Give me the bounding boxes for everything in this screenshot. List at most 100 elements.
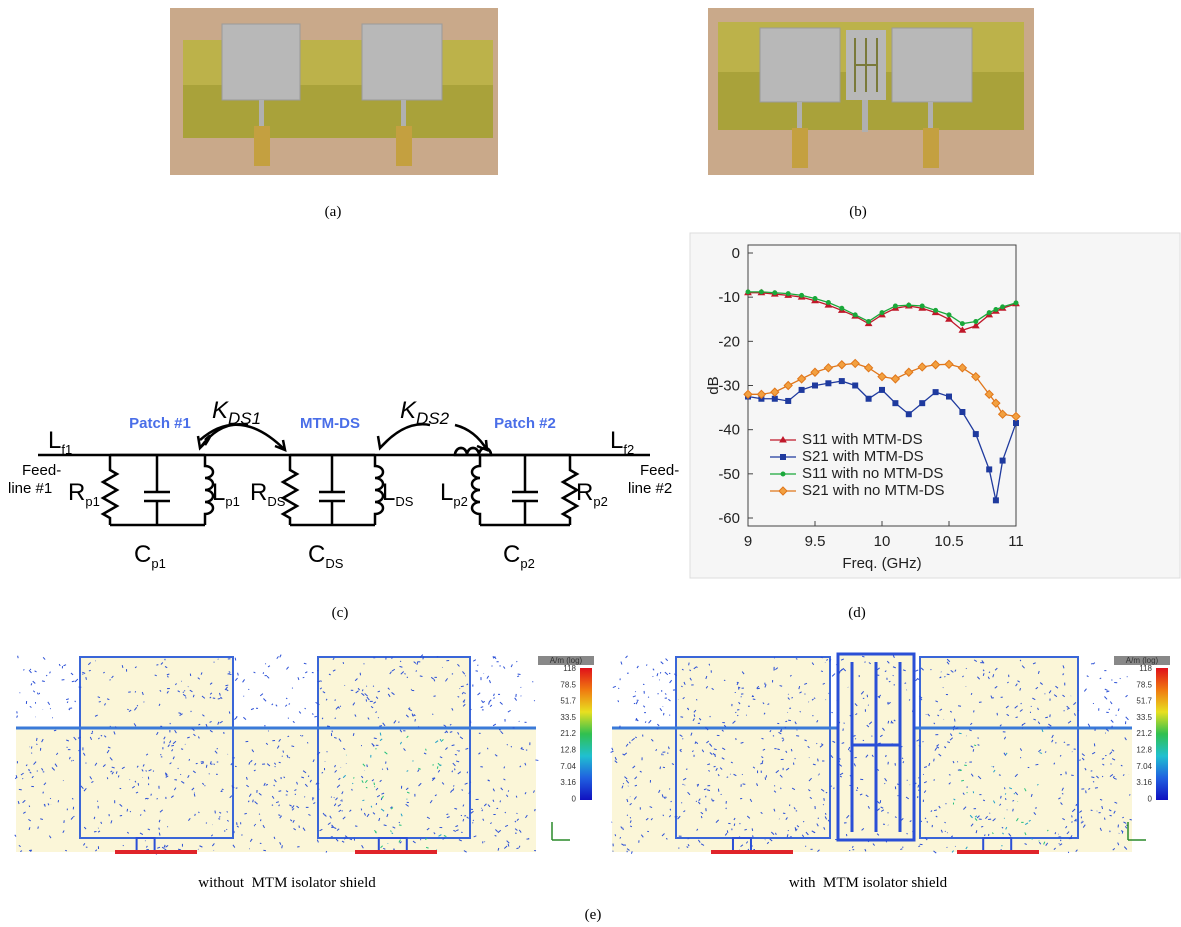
field-vector — [97, 737, 100, 740]
field-vector — [892, 654, 895, 659]
field-vector — [885, 754, 887, 758]
field-vector — [148, 769, 152, 772]
field-vector — [507, 709, 511, 713]
symbol: C — [134, 541, 151, 568]
field-vector — [992, 818, 996, 822]
field-vector — [1053, 762, 1056, 765]
field-vector — [717, 773, 720, 777]
field-vector — [31, 775, 34, 779]
field-vector — [612, 685, 617, 689]
field-vector — [614, 834, 617, 837]
marker — [879, 386, 885, 393]
field-vector — [189, 689, 193, 693]
field-vector — [37, 826, 39, 829]
field-vector — [362, 763, 366, 767]
field-vector — [706, 789, 711, 792]
colorbar-label: 118 — [563, 664, 576, 673]
port — [115, 850, 197, 854]
field-vector — [1077, 709, 1080, 712]
field-vector — [98, 701, 101, 703]
field-vector — [30, 683, 33, 686]
y-tick-label: -10 — [718, 289, 740, 306]
field-vector — [770, 831, 775, 835]
field-vector — [504, 811, 507, 814]
field-vector — [278, 738, 281, 742]
field-vector — [352, 702, 356, 706]
field-vector — [36, 692, 39, 695]
colorbar-label: 7.04 — [560, 762, 576, 771]
field-vector — [762, 748, 766, 751]
field-vector — [1109, 774, 1114, 778]
field-vector — [1123, 846, 1128, 850]
field-vector — [886, 701, 889, 704]
field-vector — [445, 678, 448, 682]
field-vector — [486, 747, 489, 750]
field-vector — [682, 777, 687, 781]
marker — [986, 310, 992, 316]
field-vector — [726, 830, 729, 834]
field-vector — [625, 743, 629, 747]
field-vector — [992, 674, 995, 678]
field-vector — [876, 768, 880, 771]
legend-label: S11 with no MTM-DS — [802, 465, 943, 482]
field-vector — [621, 785, 624, 789]
field-vector — [328, 673, 331, 676]
field-vector — [880, 806, 884, 809]
component-label: Lf2 — [610, 427, 634, 457]
colorbar-label: 0 — [1148, 794, 1153, 803]
field-vector — [1039, 682, 1043, 685]
group-label: Patch #2 — [494, 415, 556, 432]
field-vector — [886, 660, 890, 664]
field-vector — [746, 815, 751, 819]
field-vector — [690, 732, 693, 736]
field-vector — [41, 680, 45, 683]
wire — [560, 455, 580, 525]
field-vector — [361, 689, 364, 692]
field-vector — [514, 697, 518, 701]
field-vector — [28, 849, 33, 852]
field-vector — [620, 661, 623, 665]
marker — [905, 411, 912, 418]
field-vector — [335, 838, 339, 842]
field-vector — [811, 698, 814, 701]
field-vector — [923, 790, 927, 793]
field-vector — [408, 708, 413, 712]
field-vector — [406, 791, 410, 794]
field-vector — [291, 808, 295, 811]
field-vector — [488, 699, 492, 703]
marker — [992, 497, 999, 504]
field-vector — [470, 810, 474, 814]
field-vector — [1002, 832, 1004, 835]
field-vector — [825, 791, 828, 794]
field-vector — [373, 737, 377, 740]
field-vector — [634, 736, 637, 739]
field-vector — [387, 693, 391, 698]
marker — [783, 380, 793, 391]
field-vector — [683, 810, 686, 813]
field-vector — [314, 715, 318, 718]
field-vector — [998, 774, 1001, 776]
field-vector — [639, 770, 642, 773]
field-vector — [204, 785, 206, 787]
field-vector — [822, 803, 825, 806]
colorbar-label: 33.5 — [560, 713, 576, 722]
field-plots: A/m (log)11878.551.733.521.212.87.043.16… — [14, 652, 1170, 855]
field-vector — [1051, 739, 1054, 743]
field-vector — [87, 662, 92, 666]
field-vector — [104, 703, 106, 706]
field-vector — [429, 799, 433, 804]
field-vector — [303, 662, 307, 665]
field-vector — [365, 786, 368, 789]
field-vector — [500, 787, 504, 791]
field-vector — [139, 814, 142, 816]
field-vector — [1024, 843, 1027, 845]
field-vector — [838, 670, 841, 674]
field-vector — [706, 740, 710, 744]
field-vector — [915, 669, 919, 672]
field-vector — [669, 808, 672, 811]
field-vector — [462, 703, 466, 707]
field-vector — [520, 746, 523, 750]
field-vector — [292, 720, 295, 724]
marker — [930, 360, 941, 370]
field-vector — [708, 769, 711, 772]
